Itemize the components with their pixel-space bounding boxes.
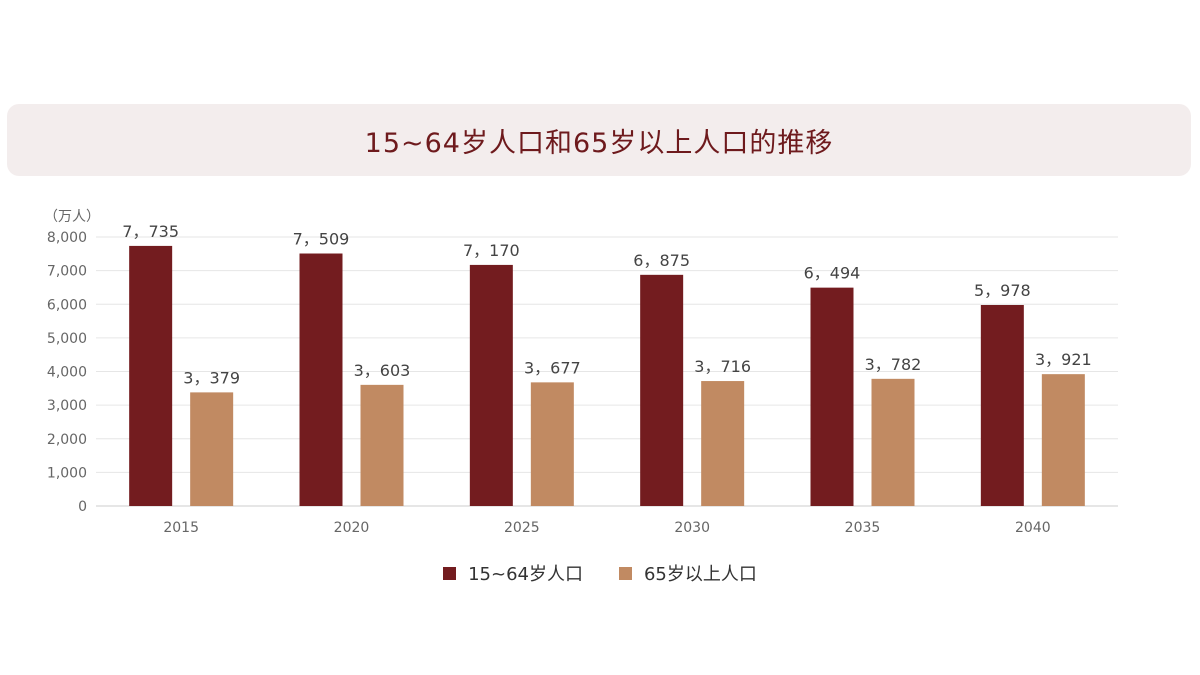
legend-swatch-elderly [618, 566, 632, 580]
bar-working-age [299, 253, 343, 506]
y-axis-unit-label: （万人） [44, 209, 100, 225]
bar-elderly [701, 381, 745, 506]
bar-working-age [810, 287, 854, 506]
x-tick-label: 2040 [1015, 520, 1051, 536]
legend: 15~64岁人口 65岁以上人口 [0, 560, 1200, 586]
x-tick-label: 2030 [674, 520, 710, 536]
data-label: 6，875 [633, 251, 690, 270]
bar-elderly [1041, 374, 1085, 506]
data-label: 3，716 [694, 357, 751, 376]
legend-label-working-age: 15~64岁人口 [468, 564, 583, 585]
y-tick-label: 7,000 [47, 264, 87, 280]
y-tick-label: 5,000 [47, 331, 87, 347]
bar-working-age [469, 264, 513, 506]
bar-elderly [871, 378, 915, 506]
data-label: 5，978 [974, 281, 1031, 300]
bar-working-age [640, 274, 684, 506]
data-label: 7，735 [122, 222, 179, 241]
data-label: 7，509 [293, 230, 350, 249]
bar-working-age [980, 304, 1024, 506]
y-tick-label: 2,000 [47, 432, 87, 448]
bar-elderly [360, 384, 404, 506]
data-label: 3，782 [865, 355, 922, 374]
y-tick-label: 0 [78, 499, 87, 515]
legend-swatch-working-age [443, 566, 457, 580]
title-banner: 15~64岁人口和65岁以上人口的推移 [7, 104, 1191, 176]
data-label: 3，677 [524, 358, 581, 377]
y-tick-label: 3,000 [47, 398, 87, 414]
y-tick-label: 4,000 [47, 365, 87, 381]
y-tick-label: 6,000 [47, 297, 87, 313]
data-label: 7，170 [463, 241, 520, 260]
data-label: 6，494 [804, 264, 861, 283]
bar-working-age [129, 245, 173, 506]
x-tick-label: 2035 [845, 520, 881, 536]
legend-item-elderly: 65岁以上人口 [618, 560, 757, 586]
chart-title: 15~64岁人口和65岁以上人口的推移 [364, 127, 834, 159]
data-label: 3，603 [354, 361, 411, 380]
x-tick-label: 2020 [334, 520, 370, 536]
bar-elderly [530, 382, 574, 506]
x-tick-label: 2015 [163, 520, 199, 536]
x-tick-label: 2025 [504, 520, 540, 536]
bar-elderly [190, 392, 234, 506]
legend-item-working-age: 15~64岁人口 [443, 560, 583, 586]
data-label: 3，379 [183, 368, 240, 387]
y-tick-label: 8,000 [47, 230, 87, 246]
y-tick-label: 1,000 [47, 465, 87, 481]
data-label: 3，921 [1035, 350, 1092, 369]
legend-label-elderly: 65岁以上人口 [643, 564, 757, 585]
